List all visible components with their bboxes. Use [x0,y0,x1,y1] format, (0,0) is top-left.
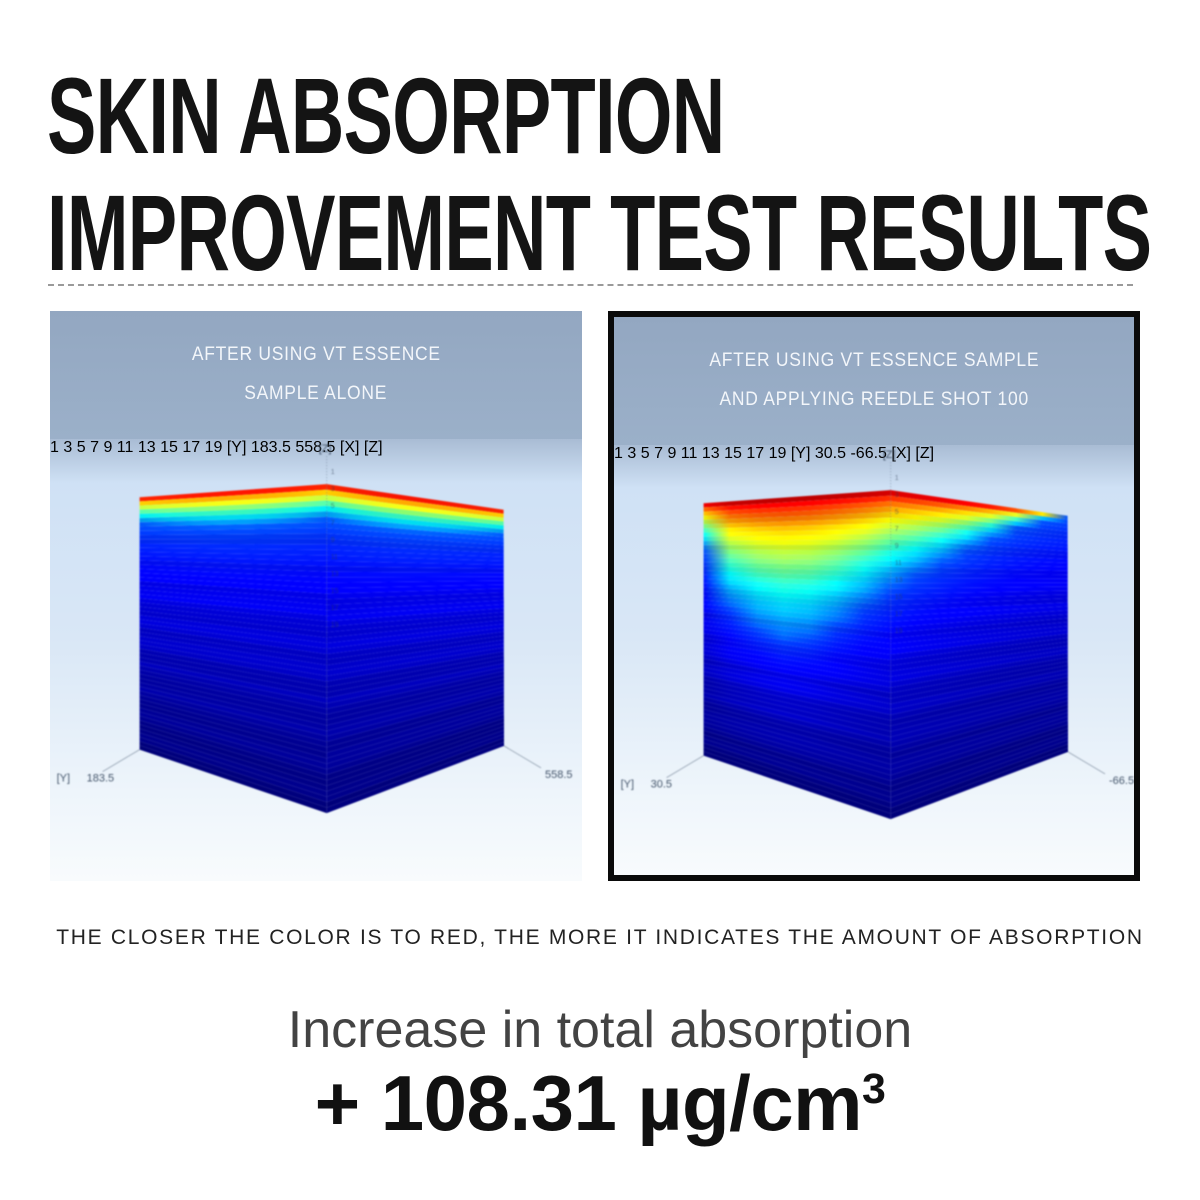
svg-text:[Y]: [Y] [621,779,634,791]
svg-text:13: 13 [895,577,903,584]
svg-text:9: 9 [895,543,899,550]
svg-text:30.5: 30.5 [651,779,672,791]
svg-text:[Y]: [Y] [57,773,70,785]
svg-text:-66.5: -66.5 [1109,775,1134,787]
svg-text:183.5: 183.5 [87,773,115,785]
svg-text:1: 1 [895,475,899,482]
svg-text:13: 13 [331,571,339,578]
svg-text:[Z]: [Z] [319,443,332,455]
svg-text:15: 15 [895,594,903,601]
svg-text:5: 5 [331,503,335,510]
svg-text:19: 19 [331,622,339,629]
svg-text:[Z]: [Z] [883,449,896,461]
svg-text:9: 9 [331,537,335,544]
svg-text:11: 11 [331,554,338,561]
svg-text:1: 1 [331,469,335,476]
svg-text:11: 11 [895,560,902,567]
svg-text:3: 3 [331,486,335,493]
svg-text:17: 17 [895,611,903,618]
svg-text:3: 3 [895,492,899,499]
svg-text:15: 15 [331,588,339,595]
svg-text:5: 5 [895,509,899,516]
svg-text:19: 19 [895,628,903,635]
svg-text:17: 17 [331,605,339,612]
svg-text:7: 7 [895,526,899,533]
svg-text:558.5: 558.5 [545,769,573,781]
svg-text:7: 7 [331,520,335,527]
